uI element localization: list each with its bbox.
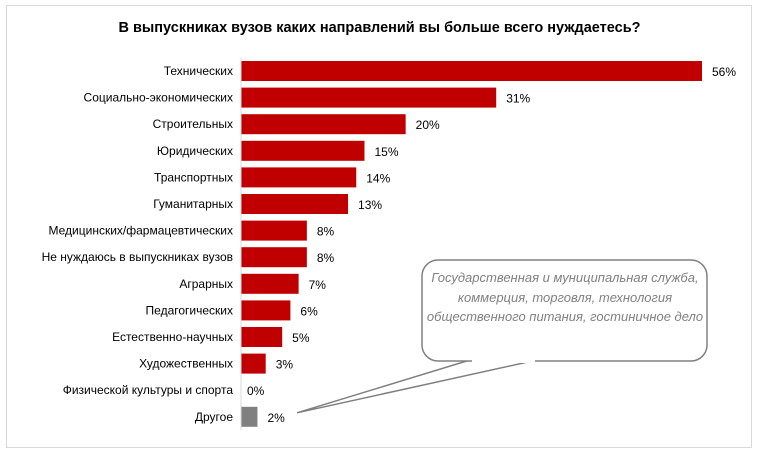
category-label: Юридических: [157, 144, 233, 158]
category-label: Не нуждаюсь в выпускниках вузов: [42, 250, 233, 264]
bar: [241, 353, 266, 374]
bar: [241, 140, 365, 161]
data-label: 3%: [276, 358, 294, 372]
callout-pointer-gap: [472, 357, 535, 363]
bar: [241, 327, 283, 347]
bar: [241, 114, 406, 135]
category-label: Гуманитарных: [153, 197, 233, 211]
bar: [241, 87, 497, 108]
data-label: 5%: [292, 331, 310, 345]
category-label: Социально-экономических: [84, 91, 233, 105]
category-label: Технических: [164, 64, 233, 78]
bar: [241, 406, 258, 427]
bar: [241, 247, 307, 268]
category-label: Медицинских/фармацевтических: [49, 224, 233, 238]
category-label: Физической культуры и спорта: [63, 383, 234, 397]
category-label: Естественно-научных: [112, 330, 233, 344]
data-label: 8%: [317, 225, 335, 239]
category-label: Аграрных: [179, 277, 233, 291]
chart-frame: [6, 5, 752, 448]
category-label: Транспортных: [154, 170, 233, 184]
callout-annotation-text: Государственная и муниципальная служба, …: [426, 270, 704, 324]
data-label: 56%: [712, 65, 736, 79]
bar: [241, 167, 357, 188]
data-label: 13%: [358, 198, 382, 212]
data-label: 31%: [506, 92, 530, 106]
category-label: Строительных: [153, 117, 233, 131]
bar: [241, 300, 291, 321]
bar: [241, 220, 307, 241]
data-label: 8%: [317, 251, 335, 265]
category-label: Педагогических: [146, 303, 233, 317]
data-label: 6%: [300, 304, 318, 318]
category-label: Художественных: [139, 357, 233, 371]
bar: [241, 194, 349, 214]
bar: [241, 61, 702, 81]
data-label: 20%: [416, 118, 440, 132]
data-label: 14%: [366, 171, 390, 185]
category-label: Другое: [195, 410, 233, 424]
data-label: 7%: [309, 278, 327, 292]
data-label: 0%: [247, 384, 265, 398]
callout-box: [421, 259, 708, 362]
chart-title: В выпускниках вузов каких направлений вы…: [118, 20, 641, 36]
bar: [241, 273, 299, 294]
callout-pointer: [296, 359, 538, 414]
data-label: 15%: [374, 145, 398, 159]
data-label: 2%: [267, 411, 285, 425]
